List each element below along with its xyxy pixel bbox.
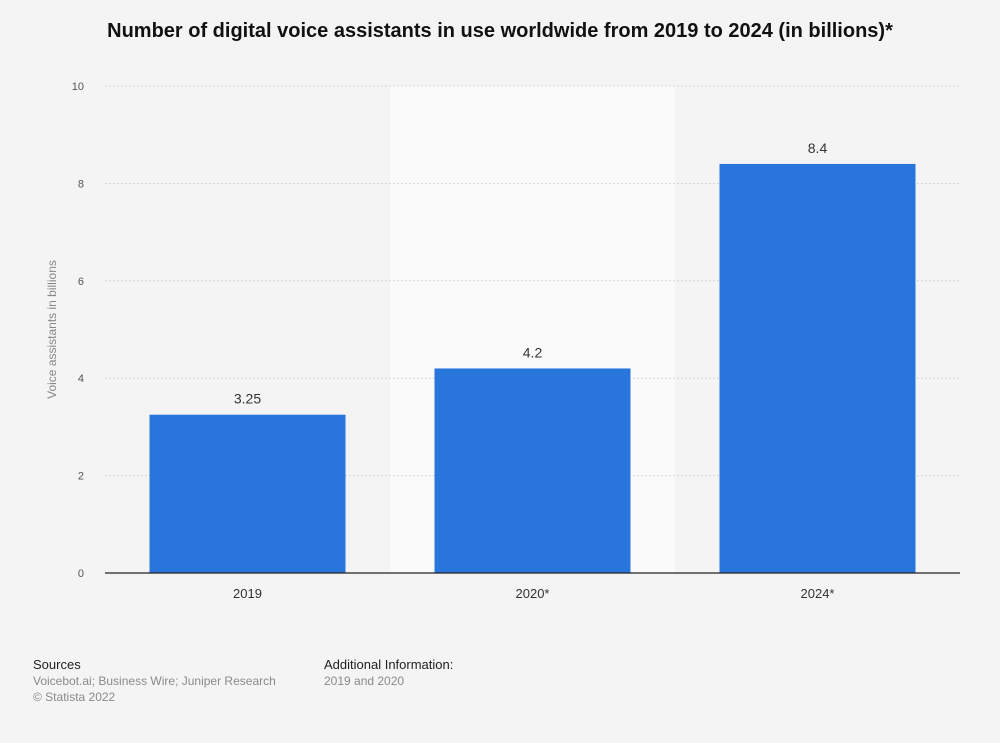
y-tick-label: 2 xyxy=(78,471,84,483)
y-tick-label: 10 xyxy=(72,81,84,93)
y-axis-title: Voice assistants in billions xyxy=(45,260,59,399)
additional-info-label: Additional Information: xyxy=(324,657,454,672)
sources-label: Sources xyxy=(33,657,81,672)
copyright-text: © Statista 2022 xyxy=(33,690,116,704)
x-tick-label: 2020* xyxy=(516,586,550,601)
bar xyxy=(434,368,631,573)
sources-text: Voicebot.ai; Business Wire; Juniper Rese… xyxy=(33,674,276,688)
y-tick-label: 0 xyxy=(78,568,84,580)
bar-value-label: 3.25 xyxy=(234,391,261,407)
y-tick-label: 4 xyxy=(78,373,84,385)
sources-block: Sources Voicebot.ai; Business Wire; Juni… xyxy=(33,657,276,705)
chart-title: Number of digital voice assistants in us… xyxy=(107,20,893,42)
y-tick-label: 6 xyxy=(78,276,84,288)
bar-value-label: 4.2 xyxy=(523,344,543,360)
x-tick-label: 2019 xyxy=(233,586,262,601)
bar xyxy=(149,414,346,573)
bar-value-label: 8.4 xyxy=(808,140,828,156)
y-tick-label: 8 xyxy=(78,178,84,190)
x-tick-label: 2024* xyxy=(801,586,835,601)
additional-info-block: Additional Information: 2019 and 2020 xyxy=(324,657,453,689)
bar xyxy=(719,163,916,574)
additional-info-text: 2019 and 2020 xyxy=(324,674,405,688)
